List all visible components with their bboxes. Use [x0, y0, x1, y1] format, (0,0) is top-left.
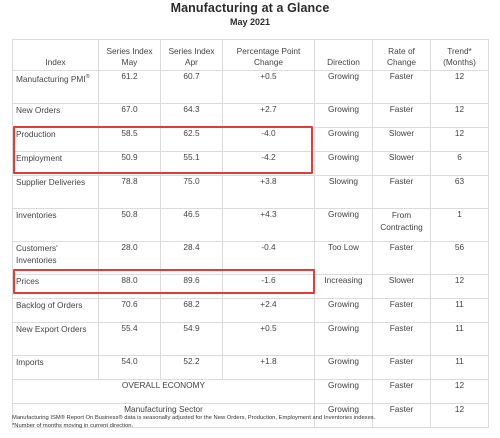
apr-value: 54.9 — [160, 322, 223, 356]
may-value: 67.0 — [98, 103, 161, 128]
trend-value: 1 — [430, 208, 489, 242]
direction-value: Increasing — [314, 274, 373, 299]
trend-value: 6 — [430, 151, 489, 176]
rate-value: Faster — [372, 175, 431, 209]
trend-value: 11 — [430, 322, 489, 356]
change-value: +1.8 — [222, 355, 315, 380]
change-value: +0.5 — [222, 70, 315, 104]
apr-value: 64.3 — [160, 103, 223, 128]
summary-label: OVERALL ECONOMY — [12, 379, 315, 404]
change-value: +3.8 — [222, 175, 315, 209]
trend-value: 12 — [430, 127, 489, 152]
trend-value: 12 — [430, 274, 489, 299]
rate-value: Slower — [372, 151, 431, 176]
summary-row: Manufacturing Sector Growing Faster 12 — [12, 403, 489, 428]
table-row: Backlog of Orders 70.6 68.2 +2.4 Growing… — [12, 298, 489, 323]
may-value: 50.8 — [98, 208, 161, 242]
header-index: Index — [12, 39, 99, 71]
direction-value: Slowing — [314, 175, 373, 209]
trend-value: 56 — [430, 241, 489, 275]
footnote-trend: *Number of months moving in current dire… — [12, 423, 134, 429]
index-name: Backlog of Orders — [12, 298, 99, 323]
rate-value: Faster — [372, 322, 431, 356]
apr-value: 52.2 — [160, 355, 223, 380]
direction-value: Growing — [314, 298, 373, 323]
index-name: Inventories — [12, 208, 99, 242]
header-trend: Trend* (Months) — [430, 39, 489, 71]
may-value: 78.8 — [98, 175, 161, 209]
highlight-production-employment — [13, 126, 313, 174]
may-value: 88.0 — [98, 274, 161, 299]
trend-value: 12 — [430, 103, 489, 128]
apr-value: 60.7 — [160, 70, 223, 104]
header-row: Index Series Index May Series Index Apr Pe… — [12, 39, 489, 71]
direction-value: Growing — [314, 103, 373, 128]
apr-value: 75.0 — [160, 175, 223, 209]
direction-value: Growing — [314, 208, 373, 242]
table-row: Manufacturing PMI® 61.2 60.7 +0.5 Growin… — [12, 70, 489, 104]
direction-value: Growing — [314, 403, 373, 428]
change-value: +2.4 — [222, 298, 315, 323]
direction-value: Growing — [314, 355, 373, 380]
table-row: Employment 50.9 55.1 -4.2 Growing Slower… — [12, 151, 489, 176]
index-name: Manufacturing PMI® — [12, 70, 99, 104]
index-name: Imports — [12, 355, 99, 380]
direction-value: Too Low — [314, 241, 373, 275]
index-name: New Export Orders — [12, 322, 99, 356]
trend-value: 12 — [430, 379, 489, 404]
highlight-prices — [13, 269, 315, 294]
change-value: -1.6 — [222, 274, 315, 299]
table-row: Imports 54.0 52.2 +1.8 Growing Faster 11 — [12, 355, 489, 380]
change-value: +4.3 — [222, 208, 315, 242]
may-value: 70.6 — [98, 298, 161, 323]
page-subtitle: May 2021 — [229, 17, 271, 27]
rate-value: Faster — [372, 241, 431, 275]
trend-value: 12 — [430, 70, 489, 104]
rate-value: Faster — [372, 355, 431, 380]
trend-value: 12 — [430, 403, 489, 428]
index-name: New Orders — [12, 103, 99, 128]
table-row: Prices 88.0 89.6 -1.6 Increasing Slower … — [12, 274, 489, 299]
trend-value: 11 — [430, 355, 489, 380]
index-name: Supplier Deliveries — [12, 175, 99, 209]
direction-value: Growing — [314, 322, 373, 356]
summary-row: OVERALL ECONOMY Growing Faster 12 — [12, 379, 489, 404]
apr-value: 46.5 — [160, 208, 223, 242]
direction-value: Growing — [314, 70, 373, 104]
rate-value: Slower — [372, 274, 431, 299]
page-title: Manufacturing at a Glance — [170, 1, 330, 15]
table-row: Supplier Deliveries 78.8 75.0 +3.8 Slowi… — [12, 175, 489, 209]
rate-value: Slower — [372, 127, 431, 152]
apr-value: 55.1 — [160, 151, 223, 176]
direction-value: Growing — [314, 151, 373, 176]
manufacturing-table: Index Series Index May Series Index Apr Pe… — [12, 39, 489, 428]
change-value: +2.7 — [222, 103, 315, 128]
rate-value: Faster — [372, 70, 431, 104]
may-value: 61.2 — [98, 70, 161, 104]
footnote-seasonal: Manufacturing ISM® Report On Business® d… — [12, 415, 376, 421]
table-row: New Export Orders 55.4 54.9 +0.5 Growing… — [12, 322, 489, 356]
header-may: Series Index May — [98, 39, 161, 71]
header-change: Percentage Point Change — [222, 39, 315, 71]
direction-value: Growing — [314, 379, 373, 404]
change-value: +0.5 — [222, 322, 315, 356]
header-rate: Rate of Change — [372, 39, 431, 71]
direction-value: Growing — [314, 127, 373, 152]
rate-value: Faster — [372, 403, 431, 428]
trend-value: 63 — [430, 175, 489, 209]
rate-value: From Contracting — [372, 208, 431, 242]
header-apr: Series Index Apr — [160, 39, 223, 71]
apr-value: 68.2 — [160, 298, 223, 323]
table-row: Inventories 50.8 46.5 +4.3 Growing From … — [12, 208, 489, 242]
may-value: 54.0 — [98, 355, 161, 380]
rate-value: Faster — [372, 379, 431, 404]
table-row: New Orders 67.0 64.3 +2.7 Growing Faster… — [12, 103, 489, 128]
header-direction: Direction — [314, 39, 373, 71]
may-value: 55.4 — [98, 322, 161, 356]
table-row: Production 58.5 62.5 -4.0 Growing Slower… — [12, 127, 489, 152]
rate-value: Faster — [372, 298, 431, 323]
trend-value: 11 — [430, 298, 489, 323]
rate-value: Faster — [372, 103, 431, 128]
